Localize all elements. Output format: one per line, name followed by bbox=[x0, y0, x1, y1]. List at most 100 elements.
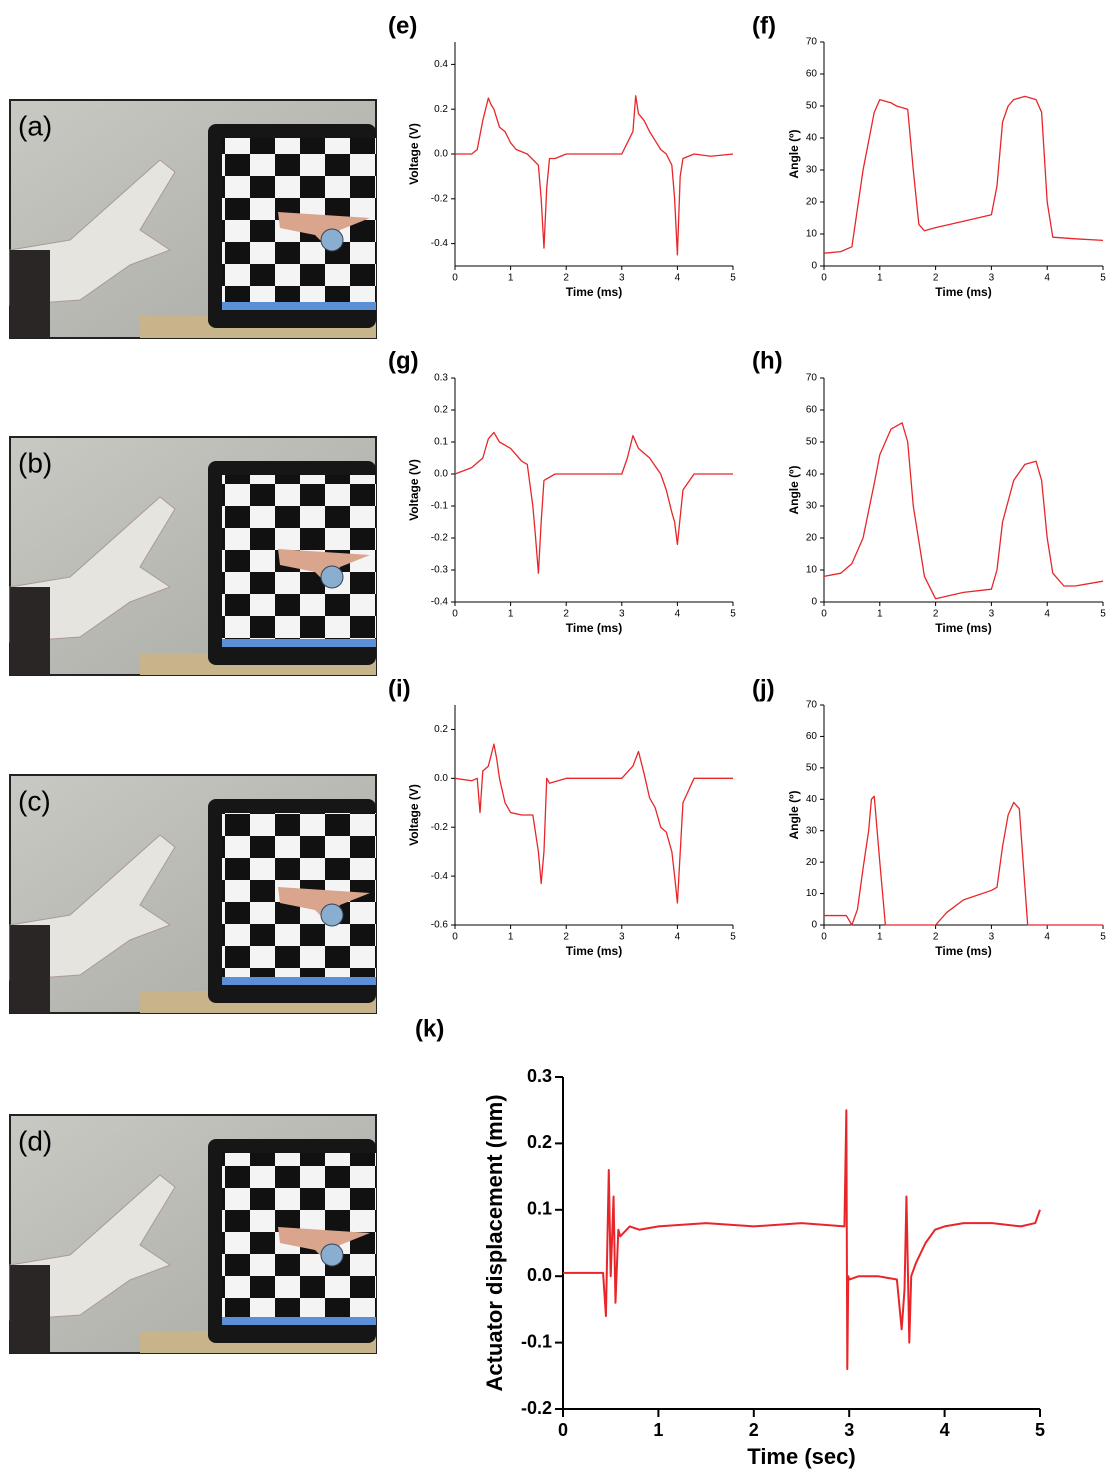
x-tick-label: 2 bbox=[749, 1420, 759, 1440]
y-tick-label: 20 bbox=[806, 533, 818, 544]
sleeve bbox=[10, 925, 50, 1013]
x-tick-label: 5 bbox=[1100, 609, 1106, 620]
x-tick-label: 0 bbox=[558, 1420, 568, 1440]
virtual-ball bbox=[320, 228, 344, 252]
y-tick-label: 0.0 bbox=[434, 469, 448, 480]
y-tick-label: 70 bbox=[806, 37, 818, 48]
x-tick-label: 3 bbox=[844, 1420, 854, 1440]
data-line bbox=[824, 795, 1103, 926]
x-tick-label: 4 bbox=[940, 1420, 950, 1440]
virtual-hand bbox=[278, 549, 370, 587]
x-tick-label: 2 bbox=[933, 932, 939, 943]
y-tick-label: 70 bbox=[806, 373, 818, 384]
virtual-hand bbox=[278, 212, 370, 250]
sleeve bbox=[10, 587, 50, 675]
virtual-hand bbox=[278, 1227, 370, 1265]
photo: (d) bbox=[9, 1114, 377, 1354]
x-tick-label: 3 bbox=[619, 932, 625, 943]
y-tick-label: 10 bbox=[806, 565, 818, 576]
sleeve bbox=[10, 250, 50, 338]
sleeve bbox=[10, 1265, 50, 1353]
y-axis-label: Angle (º) bbox=[787, 465, 801, 514]
panel-label: (i) bbox=[388, 675, 411, 702]
data-line bbox=[823, 95, 1104, 254]
x-tick-label: 0 bbox=[452, 932, 458, 943]
x-tick-label: 1 bbox=[508, 932, 514, 943]
photo-label: (d) bbox=[18, 1125, 52, 1156]
x-tick-label: 4 bbox=[1044, 609, 1050, 620]
x-tick-label: 5 bbox=[730, 273, 736, 284]
x-tick-label: 0 bbox=[821, 273, 827, 284]
y-tick-label: -0.2 bbox=[521, 1398, 552, 1418]
y-tick-label: 0 bbox=[811, 261, 817, 272]
x-axis-label: Time (ms) bbox=[566, 621, 622, 635]
x-tick-label: 4 bbox=[1044, 932, 1050, 943]
x-tick-label: 4 bbox=[675, 932, 681, 943]
y-tick-label: 0 bbox=[811, 597, 817, 608]
y-tick-label: 0.0 bbox=[434, 149, 448, 160]
panel-label: (j) bbox=[752, 675, 775, 702]
photo-label: (a) bbox=[18, 110, 52, 141]
virtual-ball bbox=[320, 565, 344, 589]
photo-label: (c) bbox=[18, 785, 51, 816]
y-tick-label: -0.1 bbox=[521, 1331, 552, 1351]
y-axis-label: Angle (º) bbox=[787, 790, 801, 839]
y-axis-label: Actuator displacement (mm) bbox=[482, 1094, 507, 1391]
y-tick-label: 50 bbox=[806, 437, 818, 448]
y-tick-label: 0.3 bbox=[527, 1066, 552, 1086]
x-tick-label: 1 bbox=[877, 932, 883, 943]
data-line bbox=[563, 1109, 1041, 1371]
y-tick-label: 0.2 bbox=[434, 724, 448, 735]
y-tick-label: 50 bbox=[806, 762, 818, 773]
y-tick-label: 40 bbox=[806, 794, 818, 805]
y-tick-label: 60 bbox=[806, 69, 818, 80]
y-tick-label: 40 bbox=[806, 469, 818, 480]
photo: (a) bbox=[9, 99, 377, 339]
data-line bbox=[455, 95, 734, 256]
taskbar bbox=[222, 1317, 376, 1325]
x-tick-label: 5 bbox=[730, 932, 736, 943]
x-tick-label: 0 bbox=[821, 609, 827, 620]
y-tick-label: 50 bbox=[806, 101, 818, 112]
y-tick-label: 0.1 bbox=[434, 437, 448, 448]
x-axis-label: Time (ms) bbox=[566, 944, 622, 958]
y-tick-label: 30 bbox=[806, 501, 818, 512]
x-tick-label: 0 bbox=[452, 609, 458, 620]
x-tick-label: 0 bbox=[452, 273, 458, 284]
panel-label: (k) bbox=[415, 1015, 444, 1042]
y-tick-label: -0.2 bbox=[431, 193, 449, 204]
y-axis-label: Voltage (V) bbox=[407, 123, 421, 185]
x-tick-label: 1 bbox=[877, 273, 883, 284]
y-axis-label: Voltage (V) bbox=[407, 459, 421, 521]
y-tick-label: 40 bbox=[806, 133, 818, 144]
data-line bbox=[823, 422, 1104, 600]
y-tick-label: -0.2 bbox=[431, 533, 449, 544]
taskbar bbox=[222, 977, 376, 985]
y-tick-label: 0 bbox=[811, 920, 817, 931]
x-tick-label: 2 bbox=[933, 273, 939, 284]
y-tick-label: -0.3 bbox=[431, 565, 449, 576]
data-line bbox=[454, 743, 733, 904]
y-tick-label: -0.4 bbox=[431, 597, 449, 608]
panel-label: (g) bbox=[388, 347, 419, 374]
y-tick-label: -0.1 bbox=[431, 501, 449, 512]
panel-label: (e) bbox=[388, 12, 417, 39]
y-tick-label: 30 bbox=[806, 825, 818, 836]
x-axis-label: Time (ms) bbox=[935, 285, 991, 299]
y-tick-label: 10 bbox=[806, 888, 818, 899]
x-tick-label: 1 bbox=[508, 609, 514, 620]
x-axis-label: Time (ms) bbox=[935, 944, 991, 958]
virtual-ball bbox=[320, 1243, 344, 1267]
taskbar bbox=[222, 302, 376, 310]
photo: (b) bbox=[9, 436, 377, 676]
x-tick-label: 4 bbox=[675, 273, 681, 284]
x-tick-label: 5 bbox=[1035, 1420, 1045, 1440]
x-tick-label: 2 bbox=[563, 273, 569, 284]
x-tick-label: 3 bbox=[989, 609, 995, 620]
y-tick-label: -0.4 bbox=[431, 871, 449, 882]
x-tick-label: 1 bbox=[508, 273, 514, 284]
y-tick-label: 20 bbox=[806, 197, 818, 208]
y-tick-label: 30 bbox=[806, 165, 818, 176]
virtual-hand bbox=[278, 887, 370, 925]
